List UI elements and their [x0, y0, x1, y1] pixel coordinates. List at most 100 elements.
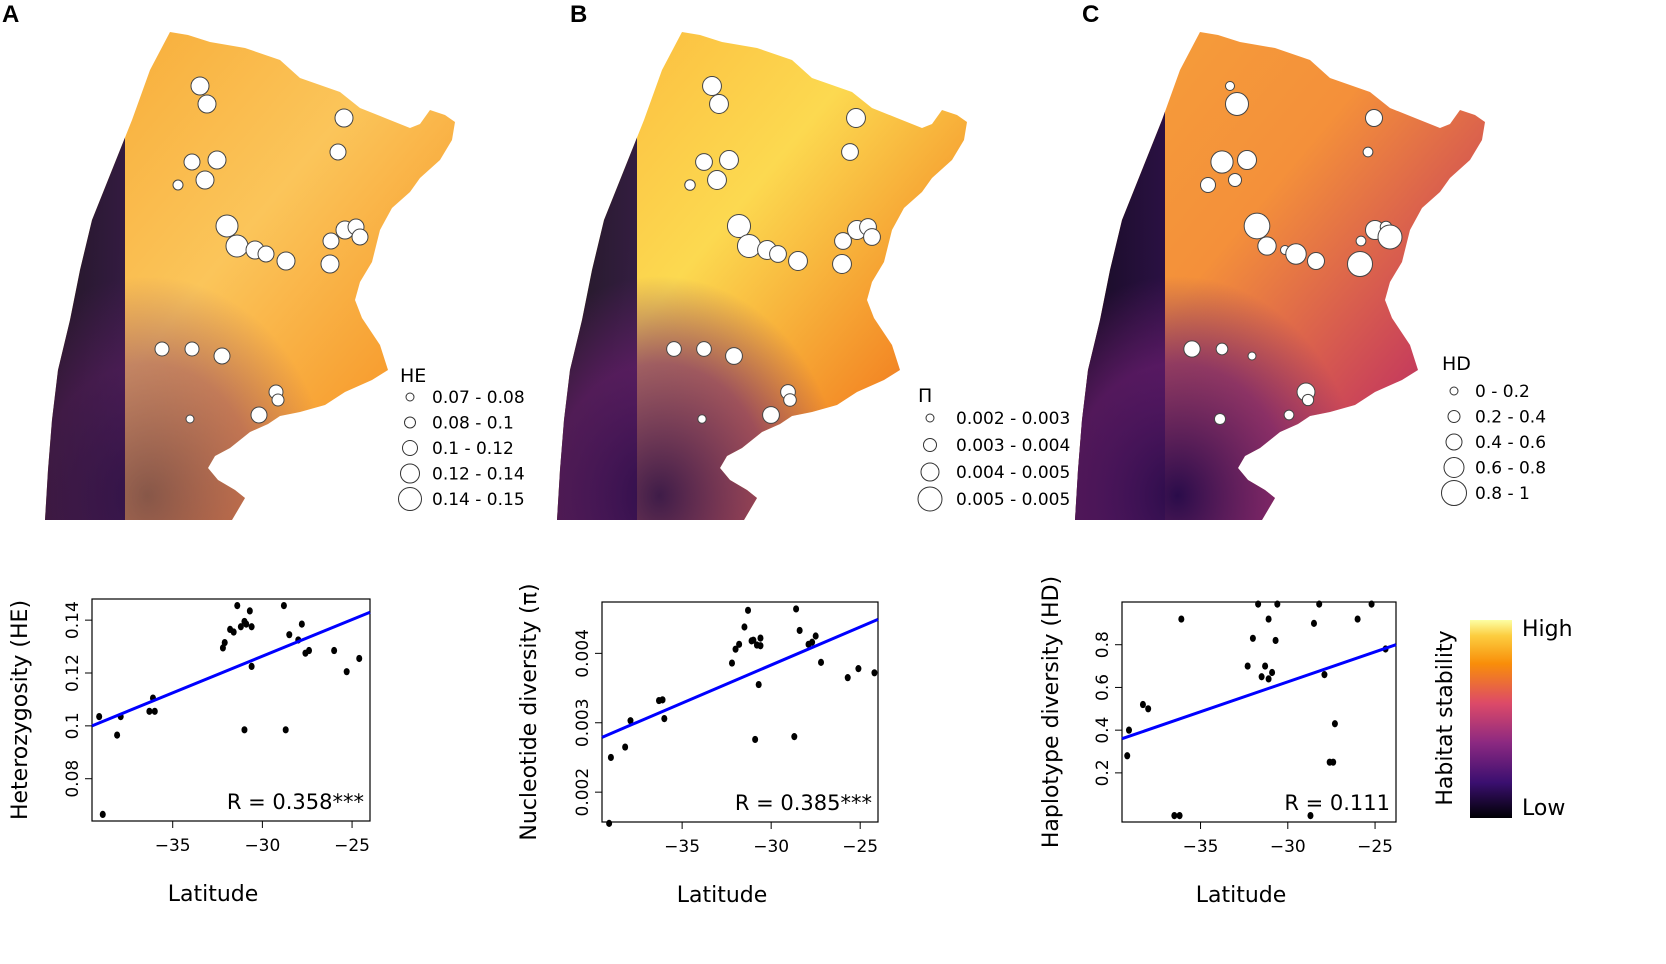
site-marker	[666, 341, 682, 357]
data-point	[1316, 600, 1323, 608]
y-tick-label: 0.2	[1093, 759, 1113, 786]
legend-label: 0.4 - 0.6	[1475, 433, 1546, 453]
regression-line	[601, 617, 879, 739]
map-a-legend: 0.07 - 0.08 0.08 - 0.1 0.1 - 0.12 0.12 - 0.…	[398, 388, 525, 511]
legend-circle	[1441, 480, 1467, 506]
data-point	[745, 606, 752, 614]
site-marker	[154, 341, 170, 357]
plot-frame	[601, 601, 879, 823]
x-tick-label: −35	[664, 837, 700, 857]
site-marker	[863, 228, 881, 246]
site-marker	[1347, 251, 1373, 277]
y-tick-label: 0.4	[1093, 717, 1113, 744]
site-marker	[1243, 212, 1271, 240]
site-marker	[257, 245, 275, 263]
data-point	[741, 623, 748, 631]
x-tick-label: −30	[1270, 837, 1306, 857]
data-point	[286, 631, 293, 639]
legend-circle	[1445, 433, 1463, 451]
data-point	[1125, 726, 1132, 734]
legend-circle	[1447, 410, 1461, 423]
y-tick-label: 0.003	[573, 698, 593, 747]
map-b-sites	[666, 76, 881, 424]
data-point	[855, 665, 862, 673]
plot-frame	[1121, 601, 1397, 823]
site-marker	[1301, 393, 1315, 407]
site-marker	[1215, 342, 1229, 356]
y-tick-label: 0.14	[63, 601, 83, 639]
data-point	[1139, 700, 1146, 709]
data-point	[243, 620, 250, 628]
correlation-annotation: R = 0.385***	[735, 791, 872, 815]
site-marker	[1283, 409, 1295, 421]
site-marker	[1247, 351, 1257, 361]
site-marker	[1237, 150, 1257, 170]
data-point	[607, 753, 614, 762]
colorbar-title: Habitat stability	[1433, 630, 1458, 805]
data-point	[1331, 720, 1338, 728]
x-tick-label: −35	[1183, 837, 1219, 857]
data-point	[1265, 675, 1272, 683]
legend-label: 0.1 - 0.12	[432, 439, 514, 459]
site-marker	[709, 94, 729, 114]
data-point	[1262, 662, 1269, 670]
panel-label-b: B	[570, 1, 587, 28]
site-marker	[834, 232, 852, 250]
data-point	[280, 602, 287, 610]
x-tick-label: −30	[244, 836, 280, 856]
legend-label: 0.6 - 0.8	[1475, 459, 1546, 479]
x-axis-title: Latitude	[168, 882, 259, 907]
y-axis-title: Haplotype diversity (HD)	[1039, 576, 1064, 848]
legend-circle	[1443, 457, 1465, 478]
site-marker	[1228, 173, 1242, 187]
data-point	[331, 646, 338, 655]
site-marker	[195, 170, 215, 190]
map-c-legend-title: HD	[1442, 353, 1471, 375]
site-marker	[684, 179, 696, 191]
data-point	[230, 628, 237, 636]
data-point	[1249, 634, 1256, 642]
site-marker	[183, 153, 201, 171]
x-tick-label: −25	[334, 836, 370, 856]
x-axis-title: Latitude	[677, 883, 768, 908]
y-tick-label: 0.004	[573, 629, 593, 678]
colorbar-gradient	[1470, 620, 1512, 818]
legend-label: 0.002 - 0.003	[956, 409, 1070, 429]
data-point	[622, 743, 629, 751]
data-point	[1176, 811, 1183, 820]
legend-label: 0.005 - 0.005	[956, 490, 1070, 510]
data-point	[96, 713, 103, 721]
data-point	[1269, 668, 1276, 677]
data-point	[812, 632, 819, 640]
data-point	[298, 620, 305, 628]
panel-label-c: C	[1082, 1, 1099, 28]
site-marker	[276, 251, 296, 271]
map-a-legend-title: HE	[400, 365, 426, 387]
data-point	[732, 645, 739, 653]
data-point	[627, 717, 634, 725]
map-a: HE 0.07 - 0.08 0.08 - 0.1 0.1 - 0.12 0.12 -…	[45, 32, 525, 520]
site-marker	[697, 414, 707, 424]
legend-circle	[398, 487, 422, 511]
site-marker	[1377, 224, 1403, 250]
data-point	[757, 642, 764, 650]
data-point	[661, 714, 668, 723]
site-marker	[832, 254, 852, 274]
plot-frame	[91, 598, 371, 822]
data-point	[1330, 758, 1337, 766]
y-tick-label: 0.6	[1093, 674, 1113, 701]
data-point	[1265, 615, 1272, 623]
legend-label: 0 - 0.2	[1475, 382, 1530, 402]
site-marker	[184, 341, 200, 357]
site-marker	[846, 108, 866, 128]
data-point	[241, 726, 248, 734]
data-point	[248, 662, 255, 670]
legend-circle	[404, 416, 416, 429]
data-point	[757, 634, 764, 642]
site-marker	[351, 228, 369, 246]
legend-label: 0.14 - 0.15	[432, 490, 525, 510]
data-point	[755, 680, 762, 689]
data-point	[1145, 705, 1152, 713]
site-marker	[1355, 235, 1367, 247]
